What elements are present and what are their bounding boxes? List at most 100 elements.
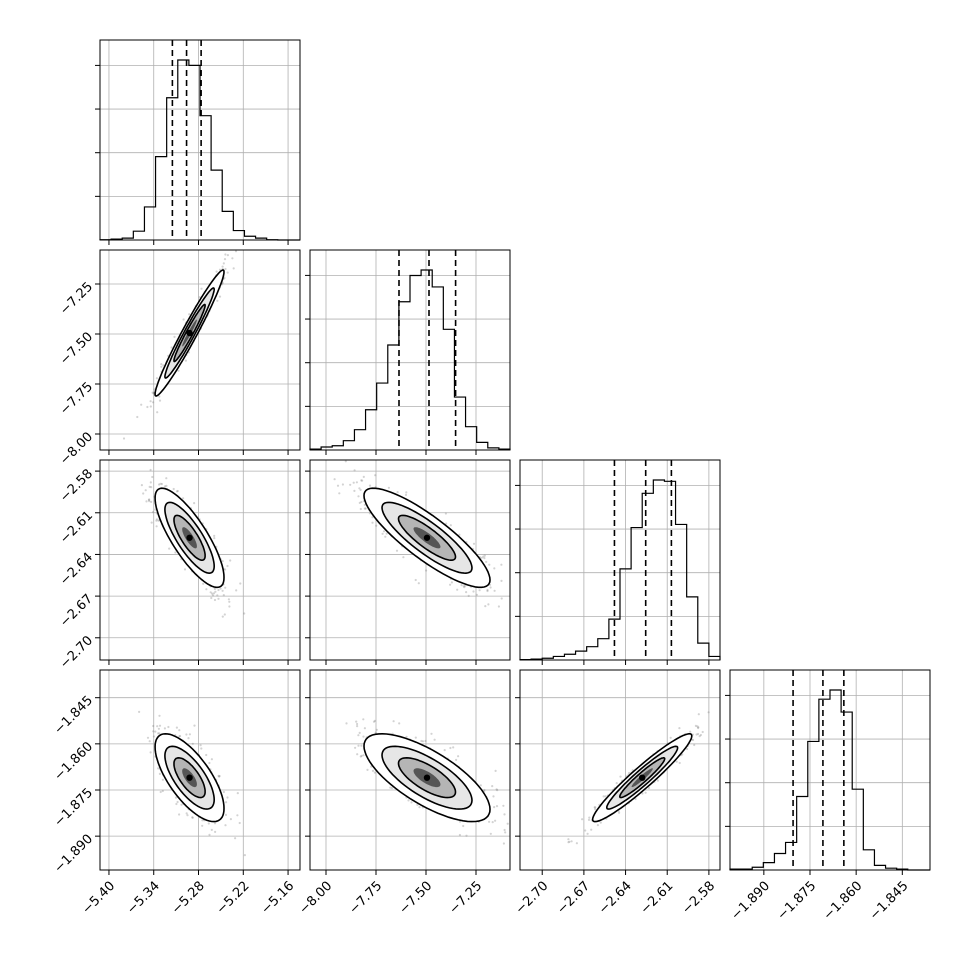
scatter-point — [224, 586, 227, 589]
scatter-point — [475, 593, 478, 596]
density-peak — [186, 774, 193, 781]
scatter-point — [449, 583, 452, 586]
scatter-point — [586, 832, 589, 835]
scatter-point — [201, 824, 204, 827]
scatter-point — [191, 742, 194, 745]
scatter-point — [122, 437, 126, 440]
x-tick-label: −7.25 — [446, 879, 485, 918]
scatter-point — [384, 535, 387, 538]
scatter-point — [697, 713, 700, 716]
scatter-point — [210, 758, 213, 761]
scatter-point — [699, 733, 703, 737]
scatter-point — [356, 725, 359, 728]
scatter-point — [678, 761, 681, 765]
scatter-point — [492, 795, 495, 798]
scatter-point — [223, 276, 226, 280]
scatter-point — [148, 485, 151, 488]
scatter-point — [472, 542, 476, 545]
scatter-point — [488, 563, 491, 566]
scatter-point — [485, 560, 488, 564]
scatter-point — [157, 732, 160, 735]
scatter-point — [185, 812, 188, 815]
scatter-point — [420, 739, 423, 743]
scatter-point — [338, 492, 341, 495]
scatter-point — [146, 405, 149, 409]
scatter-point — [144, 489, 147, 492]
scatter-point — [502, 804, 505, 807]
scatter-point — [504, 831, 507, 834]
scatter-point — [349, 483, 352, 486]
y-tick-label: −2.67 — [57, 592, 96, 631]
scatter-point — [179, 734, 182, 738]
scatter-point — [148, 500, 151, 503]
scatter-point — [581, 818, 584, 821]
scatter-point — [460, 584, 463, 587]
scatter-point — [694, 724, 698, 728]
x-tick-label: −5.16 — [259, 879, 298, 918]
x-tick-label: −2.70 — [513, 879, 552, 918]
scatter-point — [449, 524, 452, 527]
scatter-point — [486, 588, 489, 592]
x-tick-label: −2.58 — [679, 879, 718, 918]
scatter-point — [602, 795, 605, 798]
scatter-point — [224, 824, 227, 827]
scatter-point — [628, 771, 631, 775]
pair-panel-0-1 — [95, 246, 301, 455]
y-tick-label: −2.64 — [57, 550, 96, 589]
scatter-point — [213, 537, 216, 540]
scatter-point — [214, 590, 217, 593]
scatter-point — [216, 594, 219, 597]
x-tick-label: −7.50 — [396, 879, 435, 918]
scatter-point — [458, 533, 461, 536]
pair-content — [567, 711, 710, 845]
scatter-point — [225, 246, 227, 248]
scatter-point — [374, 474, 377, 477]
scatter-point — [356, 722, 359, 726]
scatter-point — [483, 557, 486, 560]
scatter-point — [152, 730, 155, 733]
scatter-point — [372, 720, 376, 723]
scatter-point — [222, 262, 225, 265]
x-tick-label: −5.40 — [79, 879, 118, 918]
pair-panel-1-2 — [305, 459, 511, 665]
scatter-point — [180, 803, 183, 806]
scatter-point — [147, 498, 150, 501]
y-tick-label: −2.58 — [57, 467, 96, 506]
scatter-point — [697, 726, 700, 729]
scatter-point — [341, 483, 344, 486]
pair-panel-0-3 — [95, 669, 301, 875]
scatter-point — [596, 824, 600, 827]
scatter-point — [224, 267, 227, 271]
scatter-point — [594, 806, 597, 809]
scatter-point — [239, 582, 242, 585]
scatter-point — [493, 589, 496, 592]
scatter-point — [191, 816, 194, 819]
scatter-point — [483, 554, 486, 557]
scatter-point — [444, 512, 447, 515]
scatter-point — [211, 594, 215, 597]
scatter-point — [495, 805, 499, 808]
scatter-point — [176, 489, 179, 493]
scatter-point — [184, 359, 187, 362]
scatter-point — [205, 753, 208, 757]
scatter-point — [155, 525, 158, 528]
scatter-point — [363, 507, 366, 510]
scatter-point — [228, 600, 231, 603]
scatter-point — [404, 493, 408, 496]
y-tick-label: −7.75 — [57, 379, 96, 418]
scatter-point — [590, 828, 593, 831]
scatter-point — [193, 724, 196, 727]
x-tick-label: −1.875 — [775, 879, 820, 924]
scatter-point — [373, 719, 376, 723]
scatter-point — [402, 556, 405, 559]
scatter-point — [152, 392, 155, 395]
scatter-point — [140, 403, 143, 406]
scatter-point — [486, 589, 489, 593]
scatter-point — [493, 567, 496, 570]
scatter-point — [163, 727, 166, 730]
x-tick-label: −1.860 — [821, 879, 866, 924]
scatter-point — [371, 516, 374, 519]
scatter-point — [425, 569, 428, 572]
scatter-point — [678, 727, 681, 730]
scatter-point — [503, 813, 506, 816]
